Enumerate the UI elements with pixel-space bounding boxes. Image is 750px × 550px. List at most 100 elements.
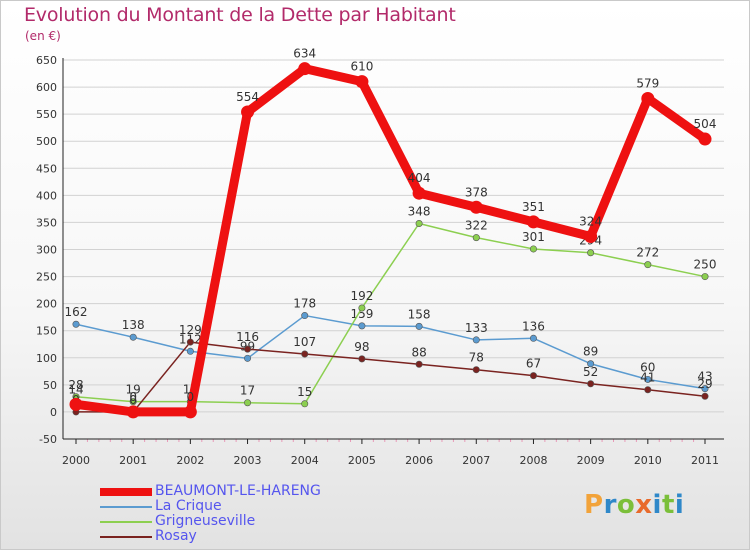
data-label: 138 xyxy=(122,318,145,332)
data-point xyxy=(244,399,252,407)
legend-swatch xyxy=(100,506,152,508)
legend-swatch xyxy=(100,536,152,538)
data-label: 133 xyxy=(465,321,488,335)
data-label: 610 xyxy=(350,60,373,74)
data-label: 17 xyxy=(240,384,255,398)
data-label: 554 xyxy=(236,90,259,104)
data-point xyxy=(358,322,366,330)
legend-label: BEAUMONT-LE-HARENG xyxy=(155,483,321,499)
x-tick-label: 2008 xyxy=(519,454,547,467)
data-label: 162 xyxy=(65,305,88,319)
data-label: 78 xyxy=(469,351,484,365)
logo-letter: o xyxy=(616,490,636,520)
x-tick-label: 2005 xyxy=(348,454,376,467)
proxiti-logo: Proxiti xyxy=(584,490,684,520)
data-point xyxy=(301,400,309,408)
data-point xyxy=(129,398,137,406)
chart-title: Evolution du Montant de la Dette par Hab… xyxy=(24,4,456,26)
x-tick-label: 2004 xyxy=(291,454,319,467)
data-label: 301 xyxy=(522,230,545,244)
x-tick-label: 2009 xyxy=(577,454,605,467)
series-line xyxy=(75,222,706,405)
series-line xyxy=(75,341,706,413)
x-tick-label: 2001 xyxy=(119,454,147,467)
logo-letter: i xyxy=(674,490,685,520)
x-tick-label: 2007 xyxy=(462,454,490,467)
data-point xyxy=(72,320,80,328)
y-tick-label: 350 xyxy=(36,216,57,229)
data-point xyxy=(472,336,480,344)
data-label: 634 xyxy=(293,47,316,61)
legend-label: La Crique xyxy=(155,498,222,514)
data-label: 41 xyxy=(640,371,655,385)
data-label: 0 xyxy=(129,390,137,404)
data-label: 272 xyxy=(636,246,659,260)
data-label: 0 xyxy=(129,393,137,407)
y-tick-label: 50 xyxy=(43,379,57,392)
legend-item-rosay: Rosay xyxy=(100,528,400,544)
y-tick-label: 300 xyxy=(36,244,57,257)
data-label: 116 xyxy=(236,330,259,344)
y-tick-label: 150 xyxy=(36,325,57,338)
data-point xyxy=(301,350,309,358)
data-label: 98 xyxy=(354,340,369,354)
data-label: 52 xyxy=(583,365,598,379)
data-point xyxy=(415,360,423,368)
data-label: 324 xyxy=(579,215,602,229)
data-point xyxy=(301,312,309,320)
data-label: 178 xyxy=(293,297,316,311)
data-point xyxy=(529,334,537,342)
data-label: 504 xyxy=(694,117,717,131)
data-point xyxy=(701,385,709,393)
data-label: 19 xyxy=(126,383,141,397)
data-label: 14 xyxy=(68,382,83,396)
data-point xyxy=(186,338,194,346)
legend-swatch xyxy=(100,488,152,496)
logo-letter: r xyxy=(603,490,617,520)
data-label: 351 xyxy=(522,200,545,214)
data-point xyxy=(644,386,652,394)
data-point xyxy=(587,249,595,257)
data-label: 43 xyxy=(697,370,712,384)
legend-label: Grigneuseville xyxy=(155,513,256,529)
data-label: 158 xyxy=(408,307,431,321)
data-point xyxy=(186,347,194,355)
data-label: 322 xyxy=(465,219,488,233)
data-label: 129 xyxy=(179,323,202,337)
data-label: 107 xyxy=(293,335,316,349)
data-point xyxy=(701,392,709,400)
series-line xyxy=(75,314,706,390)
logo-letter: P xyxy=(584,490,604,520)
data-label: 67 xyxy=(526,357,541,371)
data-label: 60 xyxy=(640,360,655,374)
data-point xyxy=(415,220,423,228)
data-label: 88 xyxy=(411,345,426,359)
data-label: 28 xyxy=(68,378,83,392)
chart-unit-label: (en €) xyxy=(25,29,61,43)
data-point xyxy=(641,91,655,105)
data-point xyxy=(587,380,595,388)
data-label: 378 xyxy=(465,185,488,199)
data-point xyxy=(241,105,255,119)
data-point xyxy=(129,333,137,341)
x-tick-label: 2002 xyxy=(176,454,204,467)
data-point xyxy=(529,245,537,253)
logo-letter: i xyxy=(652,490,662,520)
logo-letter: x xyxy=(635,490,653,520)
legend-item-la-crique: La Crique xyxy=(100,498,400,514)
data-point xyxy=(472,366,480,374)
series-line xyxy=(71,64,710,417)
y-tick-label: 550 xyxy=(36,108,57,121)
data-point xyxy=(298,62,312,76)
data-point xyxy=(644,375,652,383)
data-label: 89 xyxy=(583,345,598,359)
data-point xyxy=(526,215,540,229)
y-tick-label: 400 xyxy=(36,189,57,202)
data-point xyxy=(698,132,712,146)
y-tick-label: 650 xyxy=(36,54,57,67)
data-point xyxy=(126,405,140,419)
series-grigneuseville: 2819191715192348322301294272250 xyxy=(68,205,716,408)
logo-letter: t xyxy=(661,490,675,520)
data-label: 0 xyxy=(187,390,195,404)
